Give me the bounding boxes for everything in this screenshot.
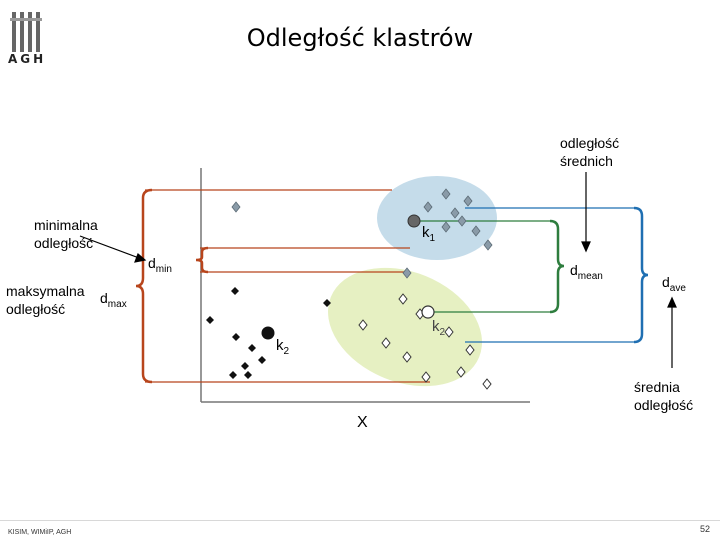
data-point — [258, 356, 266, 364]
means-distance-label: odległość średnich — [560, 135, 620, 169]
d-ave-symbol: dave — [662, 274, 686, 294]
data-point — [441, 188, 451, 200]
d-max-symbol: dmax — [100, 290, 127, 310]
centroid-k2-label-cluster2: k2 — [432, 318, 446, 338]
centroid-k2-label: k2 — [276, 337, 290, 357]
data-point — [231, 201, 241, 213]
data-point — [231, 287, 239, 295]
agh-logo-icon — [10, 12, 42, 52]
data-point — [457, 215, 467, 227]
d-mean-symbol: dmean — [570, 262, 603, 282]
data-point — [463, 195, 473, 207]
data-point — [471, 225, 481, 237]
centroid-k1 — [407, 214, 421, 228]
footer-divider — [0, 520, 720, 521]
logo-text: AGH — [8, 52, 47, 66]
dave-brace — [633, 206, 649, 344]
d-min-symbol: dmin — [148, 255, 172, 275]
data-point — [450, 207, 460, 219]
data-point — [402, 267, 412, 279]
black-cluster-points — [206, 287, 331, 379]
data-point — [244, 371, 252, 379]
minimal-distance-label: minimalna odległość — [34, 217, 98, 251]
data-point — [441, 221, 451, 233]
data-point — [421, 371, 431, 383]
data-point — [206, 316, 214, 324]
data-point — [483, 239, 493, 251]
centroid-k1-label: k1 — [422, 224, 436, 244]
data-point — [229, 371, 237, 379]
average-distance-label: średnia odległość — [634, 379, 694, 413]
dmin-brace — [195, 246, 209, 274]
data-point — [381, 337, 391, 349]
dmax-brace — [135, 188, 153, 384]
page-number: 52 — [699, 524, 710, 534]
data-point — [465, 344, 475, 356]
data-point — [232, 333, 240, 341]
cluster-1-points — [231, 188, 493, 279]
data-point — [323, 299, 331, 307]
maximal-distance-label: maksymalna odległość — [6, 283, 85, 317]
dmean-brace — [549, 219, 565, 314]
data-point — [423, 201, 433, 213]
cluster-2-region — [328, 267, 482, 387]
data-point — [482, 378, 492, 390]
centroid-k2-hollow — [421, 305, 435, 319]
data-point — [456, 366, 466, 378]
centroid-k2 — [261, 326, 275, 340]
cluster-2-points — [358, 293, 492, 390]
data-point — [248, 344, 256, 352]
data-point — [358, 319, 368, 331]
data-point — [444, 326, 454, 338]
data-point — [398, 293, 408, 305]
data-point — [402, 351, 412, 363]
footer-left-text: KISIM, WIMiIP, AGH — [8, 529, 72, 536]
slide-title: Odległość klastrów — [246, 24, 474, 52]
data-point — [241, 362, 249, 370]
x-axis-label: X — [357, 414, 368, 431]
